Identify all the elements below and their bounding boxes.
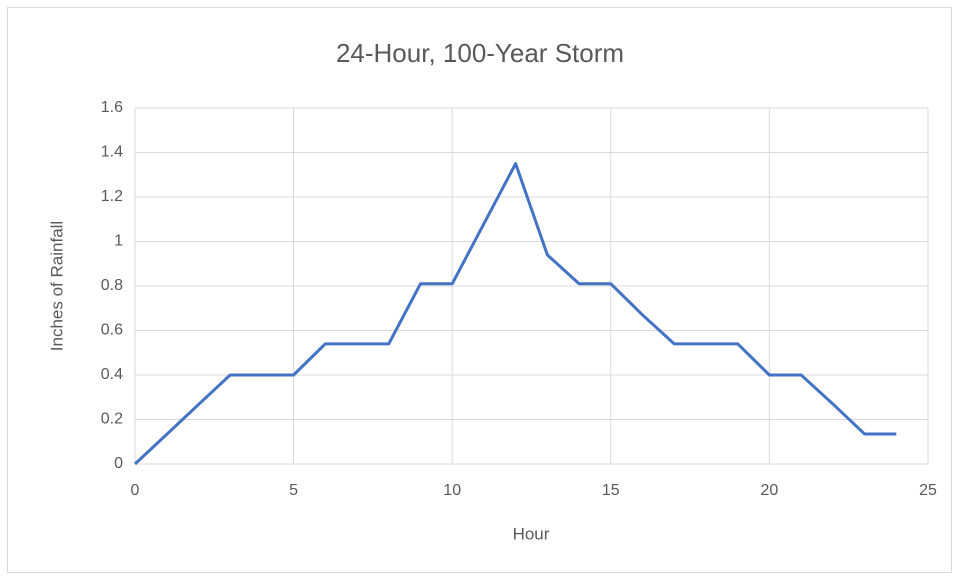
line-series [133,162,897,466]
y-tick-label: 1.6 [101,99,123,116]
x-tick-label: 15 [602,482,620,499]
x-tick-label: 20 [761,482,779,499]
y-tick-label: 0.6 [101,322,123,339]
x-tick-label: 0 [131,482,140,499]
x-tick-label: 5 [289,482,298,499]
y-tick-label: 0.2 [101,411,123,428]
x-axis-label: Hour [513,524,550,543]
y-tick-label: 1 [114,233,123,250]
x-tick-label: 25 [919,482,937,499]
y-tick-label: 0 [114,455,123,472]
chart-title: 24-Hour, 100-Year Storm [336,38,624,68]
y-tick-label: 0.4 [101,366,123,383]
y-axis-label: Inches of Rainfall [47,221,66,351]
y-tick-label: 1.4 [101,144,123,161]
chart-frame [7,7,952,573]
y-tick-label: 0.8 [101,277,123,294]
x-tick-label: 10 [443,482,461,499]
y-tick-label: 1.2 [101,188,123,205]
